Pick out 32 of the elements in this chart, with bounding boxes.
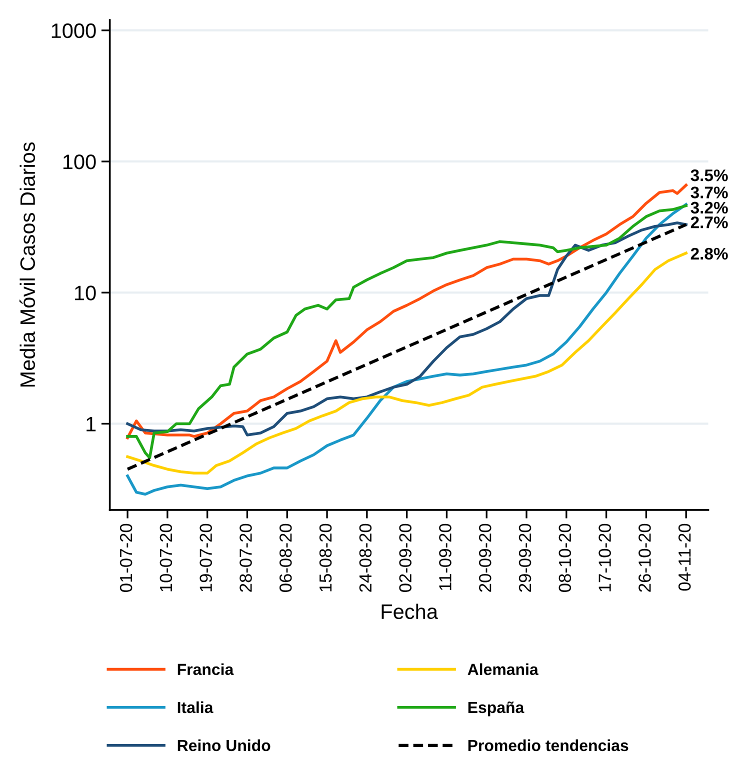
x-tick-label: 15-08-20 bbox=[319, 524, 332, 592]
legend-label: Promedio tendencias bbox=[468, 739, 628, 752]
legend-label: Reino Unido bbox=[178, 739, 270, 752]
annotation: 2.8% bbox=[690, 248, 728, 260]
y-tick-label: 1000 bbox=[52, 23, 96, 38]
annotation: 2.7% bbox=[690, 216, 728, 228]
x-tick-label: 26-10-20 bbox=[638, 524, 651, 592]
x-tick-label: 06-08-20 bbox=[279, 524, 292, 592]
annotation: 3.5% bbox=[690, 169, 728, 182]
annotation: 3.2% bbox=[690, 202, 728, 214]
legend-label: España bbox=[468, 701, 524, 716]
x-tick-label: 10-07-20 bbox=[160, 524, 172, 592]
y-tick-label: 100 bbox=[63, 154, 96, 170]
x-tick-label: 29-09-20 bbox=[518, 524, 532, 592]
x-tick-label: 20-09-20 bbox=[478, 524, 492, 592]
x-tick-label: 08-10-20 bbox=[558, 524, 572, 592]
x-tick-label: 24-08-20 bbox=[359, 524, 372, 592]
x-axis-title: Fecha bbox=[382, 604, 438, 620]
legend-label: Italia bbox=[178, 701, 214, 714]
y-axis-title: Media Móvil Casos Diarios bbox=[20, 142, 36, 387]
y-tick-label: 10 bbox=[75, 286, 96, 300]
legend-label: Alemania bbox=[468, 663, 538, 676]
x-tick-label: 04-11-20 bbox=[678, 524, 691, 591]
x-tick-label: 02-09-20 bbox=[399, 524, 412, 592]
x-tick-label: 19-07-20 bbox=[200, 524, 212, 592]
y-tick-label: 1 bbox=[86, 416, 96, 432]
x-tick-label: 11-09-20 bbox=[439, 524, 452, 590]
x-tick-label: 28-07-20 bbox=[240, 524, 252, 592]
x-tick-label: 17-10-20 bbox=[598, 524, 611, 592]
legend-label: Francia bbox=[178, 663, 234, 676]
annotation: 3.7% bbox=[690, 186, 728, 198]
x-tick-label: 01-07-20 bbox=[120, 524, 132, 592]
